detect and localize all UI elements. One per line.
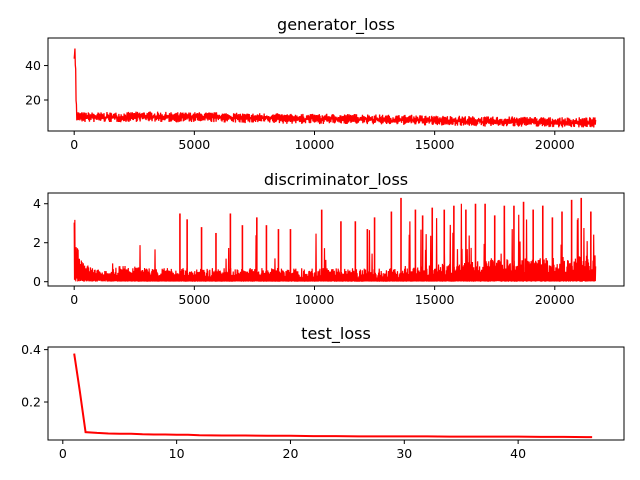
y-tick-label: 0 bbox=[33, 274, 41, 289]
x-tick-label: 40 bbox=[510, 446, 526, 461]
y-tick-label: 2 bbox=[33, 235, 41, 250]
y-tick-label: 40 bbox=[25, 58, 41, 73]
x-tick-label: 15000 bbox=[415, 137, 455, 152]
x-axis: 0 5000 10000 15000 20000 bbox=[70, 131, 575, 152]
y-tick-label: 0.4 bbox=[21, 342, 41, 357]
y-axis: 0 2 4 bbox=[33, 196, 48, 289]
y-axis: 0.2 0.4 bbox=[21, 342, 48, 410]
x-tick-label: 10 bbox=[169, 446, 185, 461]
x-tick-label: 0 bbox=[70, 292, 78, 307]
plot-area bbox=[73, 353, 593, 439]
x-axis: 0 5000 10000 15000 20000 bbox=[70, 286, 575, 307]
axes-frame bbox=[47, 346, 625, 441]
panel-test-loss: test_loss 0 10 20 30 40 0.2 0.4 bbox=[21, 324, 625, 461]
axes-frame bbox=[47, 192, 625, 287]
panel-discriminator-loss: discriminator_loss 0 5000 10000 15000 20000 … bbox=[33, 170, 625, 307]
y-tick-label: 4 bbox=[33, 196, 41, 211]
x-tick-label: 30 bbox=[396, 446, 412, 461]
plot-area bbox=[73, 48, 597, 128]
series-line bbox=[73, 203, 597, 282]
chart-title: discriminator_loss bbox=[264, 170, 408, 190]
axes-frame bbox=[47, 37, 625, 132]
x-tick-label: 0 bbox=[59, 446, 67, 461]
chart-title: test_loss bbox=[301, 324, 371, 344]
x-tick-label: 10000 bbox=[295, 292, 335, 307]
x-tick-label: 15000 bbox=[415, 292, 455, 307]
x-tick-label: 5000 bbox=[178, 292, 210, 307]
x-axis: 0 10 20 30 40 bbox=[59, 440, 526, 461]
x-tick-label: 20000 bbox=[535, 137, 575, 152]
chart-title: generator_loss bbox=[277, 15, 395, 35]
y-tick-label: 20 bbox=[25, 93, 41, 108]
y-tick-label: 0.2 bbox=[21, 395, 41, 410]
x-tick-label: 0 bbox=[70, 137, 78, 152]
x-tick-label: 20000 bbox=[535, 292, 575, 307]
series-line bbox=[73, 48, 597, 128]
x-tick-label: 10000 bbox=[295, 137, 335, 152]
plot-area bbox=[73, 197, 597, 282]
x-tick-label: 20 bbox=[283, 446, 299, 461]
x-tick-label: 5000 bbox=[178, 137, 210, 152]
series-line bbox=[73, 353, 593, 439]
